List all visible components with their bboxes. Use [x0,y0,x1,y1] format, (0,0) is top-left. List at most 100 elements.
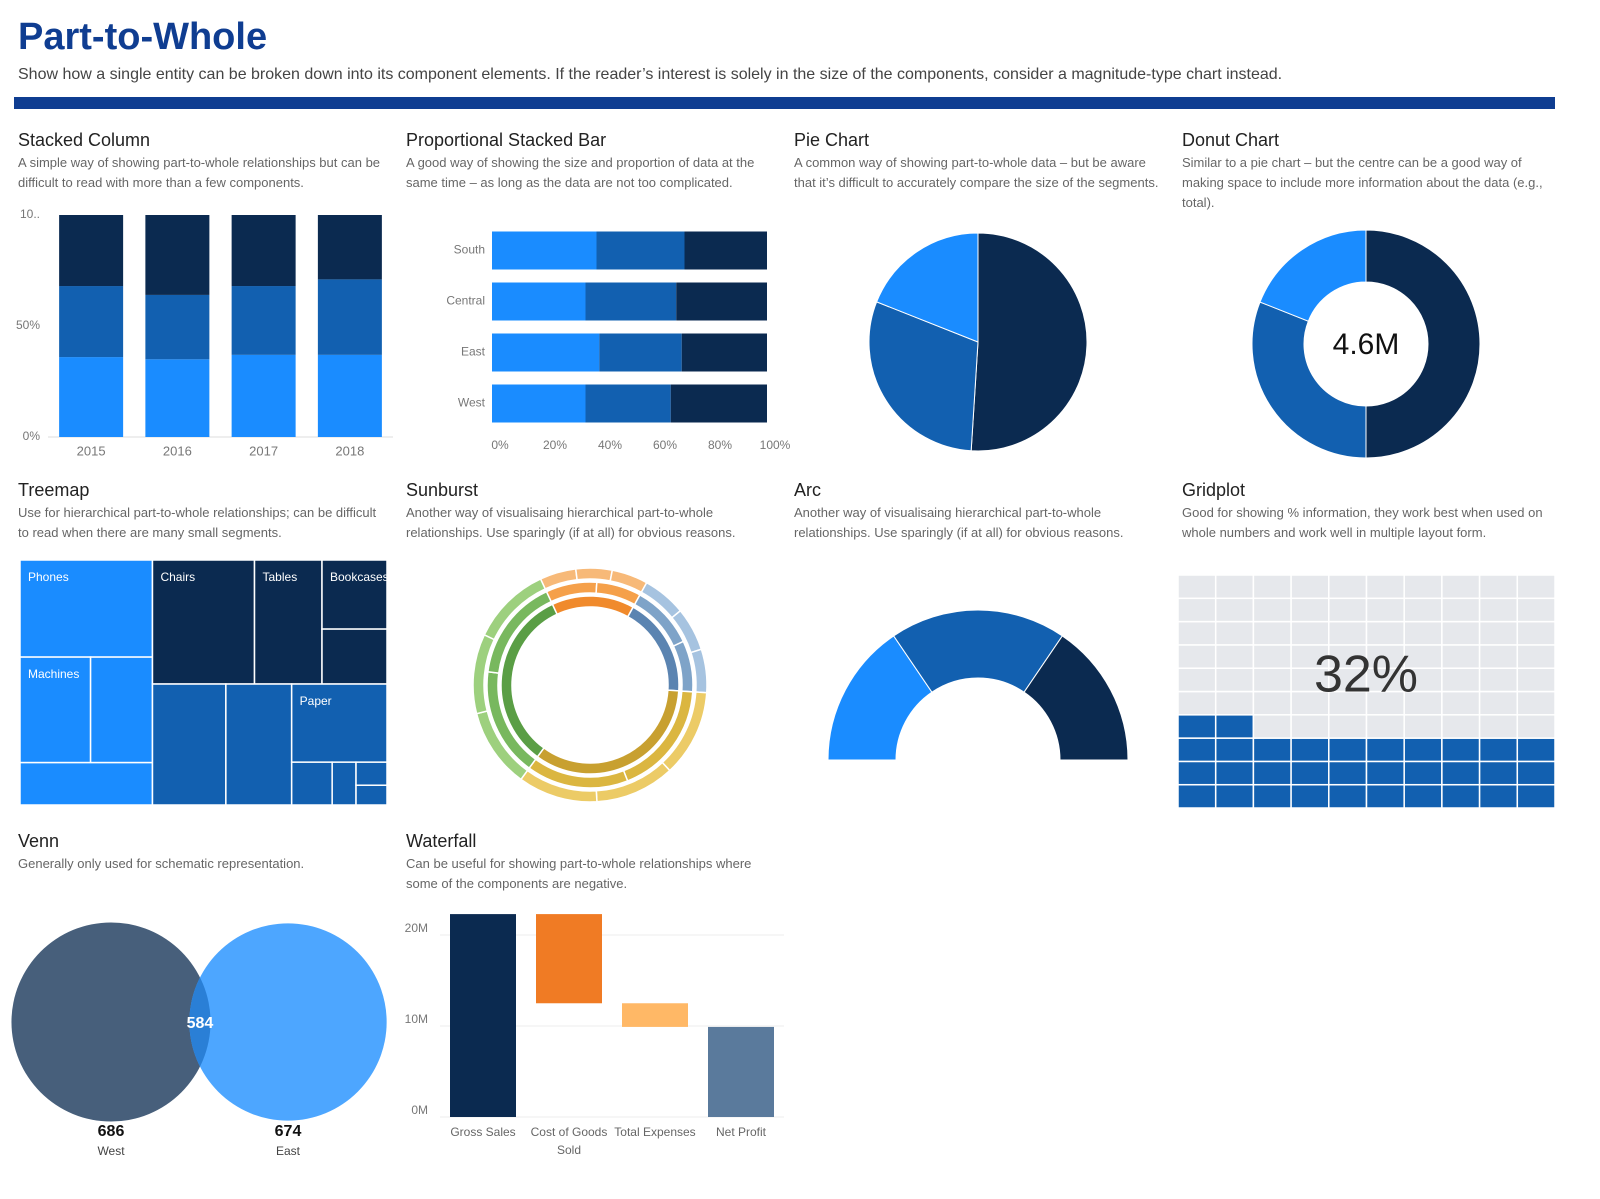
x-label-box: Net Profit [715,1125,766,1139]
grid-cell-empty [1403,714,1443,739]
grid-cell-filled [1214,737,1255,763]
grid-cell-empty [1441,667,1481,693]
grid-cell-empty [1214,690,1255,716]
grid-cell-empty [1478,574,1519,600]
grid-cell-empty [1478,690,1519,716]
grid-cell-empty [1403,620,1443,646]
waterfall-bar [622,1003,688,1027]
treemap-cell [19,656,92,764]
panel-text: Donut Chart Similar to a pie chart – but … [1182,130,1552,213]
chart-title: Arc [794,480,821,500]
bar-segment [145,359,210,437]
chart-title: Sunburst [406,480,479,500]
waterfall-bar [450,914,516,1117]
grid-cell-empty [1328,574,1368,600]
x-label-box: Total Expenses [614,1125,696,1139]
grid-cell-filled [1177,714,1217,739]
grid-cell-empty [1365,597,1405,623]
grid-cell-filled [1214,714,1255,739]
treemap-label: Bookcases [330,570,389,584]
bar-segment [492,282,586,321]
segment [868,301,979,452]
grid-cell-empty [1441,574,1481,600]
chart-description: Use for hierarchical part-to-whole relat… [18,505,377,540]
grid-cell-filled [1365,737,1405,763]
bar-segment [231,286,296,355]
treemap-label: Chairs [160,570,195,584]
panel-text: Treemap Use for hierarchical part-to-whol… [18,480,388,543]
segment [876,232,979,343]
treemap-cell [253,559,323,685]
segment [1259,229,1367,322]
panel-text: Proportional Stacked Bar A good way of sh… [406,130,776,193]
grid-cell-empty [1252,644,1292,669]
grid-cell-filled [1290,737,1330,763]
bar-segment [676,282,767,321]
y-tick-label: South [454,243,485,257]
treemap-cell [225,683,293,806]
grid-cell-filled [1478,783,1519,809]
grid-cell-empty [1290,620,1330,646]
grid-cell-filled [1328,760,1368,786]
segment [1251,301,1367,459]
x-tick-label: Total Expenses [614,1125,696,1139]
grid-cell-empty [1328,714,1368,739]
bar-segment [585,384,671,423]
grid-cell-empty [1516,574,1556,600]
bar-segment [670,384,767,423]
grid-cell-empty [1290,597,1330,623]
grid-cell-empty [1177,574,1217,600]
grid-cell-filled [1252,760,1292,786]
sunburst-segment [483,577,547,641]
treemap-cell [290,683,388,763]
grid-cell-filled [1516,737,1556,763]
grid-cell-empty [1290,574,1330,600]
chart-title: Stacked Column [18,130,151,150]
sunburst-segment [500,603,559,758]
header-rule [14,97,1555,109]
page-title: Part-to-Whole [18,16,268,58]
grid-cell-empty [1214,620,1255,646]
chart-title: Proportional Stacked Bar [406,130,607,150]
set-name: East [276,1144,301,1158]
chart-title: Treemap [18,480,90,500]
grid-cell-filled [1177,760,1217,786]
grid-cell-empty [1290,714,1330,739]
x-tick-label: 0% [491,438,509,452]
grid-cell-empty [1365,574,1405,600]
segment [1365,229,1481,459]
chart-title: Pie Chart [794,130,870,150]
grid-cell-empty [1516,667,1556,693]
waterfall-bar [708,1026,774,1117]
x-label-box: Gross Sales [450,1125,515,1139]
chart-description: Can be useful for showing part-to-whole … [406,856,752,891]
treemap-cell [151,559,256,685]
grid-cell-filled [1441,783,1481,809]
bar-segment [317,354,382,437]
grid-cell-empty [1252,574,1292,600]
grid-cell-empty [1403,574,1443,600]
grid-cell-empty [1478,620,1519,646]
x-tick-label: Net Profit [715,1125,766,1139]
grid-cell-empty [1328,597,1368,623]
chart-description: Another way of visualisaing hierarchical… [406,505,736,540]
grid-cell-empty [1214,667,1255,693]
bar-segment [317,279,382,355]
grid-cell-empty [1478,714,1519,739]
grid-cell-empty [1478,644,1519,669]
overlap-label: 584 [187,1015,214,1032]
x-tick-label: 40% [598,438,622,452]
panel-text: Sunburst Another way of visualisaing hier… [406,480,776,543]
grid-cell-filled [1441,737,1481,763]
treemap-cell [89,656,154,764]
grid-cell-filled [1328,737,1368,763]
treemap-label: Machines [28,667,79,681]
grid-cell-filled [1478,760,1519,786]
grid-cell-empty [1516,597,1556,623]
grid-cell-empty [1252,714,1292,739]
venn-set [11,922,211,1122]
value-label: 32% [1314,646,1418,704]
grid-cell-empty [1516,620,1556,646]
chart-title: Donut Chart [1182,130,1280,150]
